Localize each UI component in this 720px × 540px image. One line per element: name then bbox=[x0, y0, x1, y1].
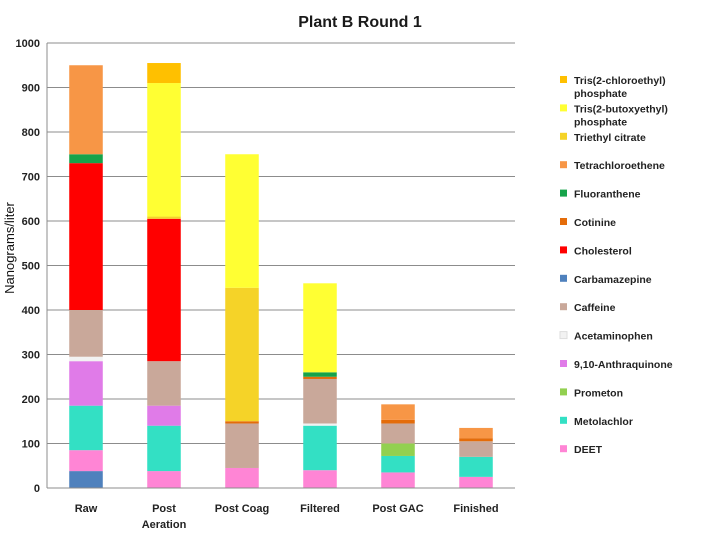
y-tick-label: 200 bbox=[22, 394, 40, 406]
bar-segment bbox=[381, 404, 415, 420]
legend-label: Prometon bbox=[574, 387, 623, 399]
legend-swatch bbox=[560, 104, 567, 112]
bar-segment bbox=[381, 472, 415, 488]
x-tick-labels: Raw Post Aeration Post Coag Filtered Post GAC… bbox=[75, 503, 499, 531]
axes bbox=[46, 43, 515, 489]
x-tick-label: Raw bbox=[75, 503, 98, 515]
legend-swatch bbox=[560, 274, 567, 282]
bar-segment bbox=[459, 476, 493, 488]
legend-swatch bbox=[560, 388, 567, 396]
bar-segment bbox=[69, 405, 103, 451]
legend-label: Triethyl citrate bbox=[574, 132, 646, 144]
legend-label: Acetaminophen bbox=[574, 331, 653, 343]
legend-swatch bbox=[560, 189, 567, 197]
legend-label: Fluoranthene bbox=[574, 189, 641, 201]
legend-swatch bbox=[560, 76, 567, 83]
legend-swatch bbox=[560, 218, 567, 225]
legend-label: Caffeine bbox=[574, 302, 616, 314]
bar-segment bbox=[147, 425, 181, 472]
bar-segment bbox=[147, 218, 181, 362]
bar-segment bbox=[303, 283, 337, 373]
bar-segment bbox=[303, 423, 337, 426]
bar-segment bbox=[225, 287, 259, 422]
legend-swatch bbox=[560, 360, 567, 367]
bar-segment bbox=[69, 154, 103, 164]
legend-swatch bbox=[560, 445, 567, 453]
bar-segment bbox=[69, 65, 103, 155]
chart-title: Plant B Round 1 bbox=[298, 14, 422, 31]
bar-segment bbox=[459, 427, 493, 439]
legend-label: Tris(2-butoxyethyl) bbox=[574, 103, 668, 115]
y-tick-label: 600 bbox=[22, 216, 40, 228]
x-tick-label: Post GAC bbox=[372, 503, 423, 515]
bar-segment bbox=[459, 456, 493, 477]
y-tick-label: 800 bbox=[22, 127, 40, 139]
bar-segment bbox=[303, 372, 337, 377]
legend-label: 9,10-Anthraquinone bbox=[574, 359, 673, 371]
bar-segment bbox=[381, 443, 415, 456]
y-tick-label: 700 bbox=[22, 172, 40, 184]
legend: Tris(2-chloroethyl)phosphateTris(2-butox… bbox=[559, 75, 673, 456]
y-tick-label: 0 bbox=[34, 483, 40, 495]
y-tick-label: 400 bbox=[22, 305, 40, 317]
y-tick-label: 500 bbox=[22, 261, 40, 273]
legend-label: phosphate bbox=[574, 116, 627, 128]
bar-segment bbox=[381, 419, 415, 424]
gridlines bbox=[47, 42, 515, 444]
y-tick-label: 100 bbox=[22, 439, 40, 451]
y-tick-labels: 0 100 200 300 400 500 600 700 800 900 1000 bbox=[16, 38, 40, 495]
legend-label: DEET bbox=[574, 444, 603, 456]
bar-segment bbox=[303, 425, 337, 471]
legend-swatch bbox=[560, 132, 567, 140]
y-tick-label: 300 bbox=[22, 350, 40, 362]
bars bbox=[69, 63, 493, 488]
bar-segment bbox=[147, 83, 181, 217]
legend-label: Carbamazepine bbox=[574, 274, 652, 286]
legend-label: Cotinine bbox=[574, 217, 616, 229]
bar-segment bbox=[303, 470, 337, 488]
bar-segment bbox=[225, 154, 259, 288]
bar-segment bbox=[381, 455, 415, 473]
legend-label: Cholesterol bbox=[574, 245, 632, 257]
x-tick-label: Aeration bbox=[142, 519, 187, 531]
y-axis-label: Nanograms/liter bbox=[2, 201, 17, 293]
x-tick-label: Post Coag bbox=[215, 503, 269, 515]
legend-swatch bbox=[560, 161, 567, 169]
bar-segment bbox=[147, 216, 181, 219]
x-tick-label: Finished bbox=[453, 503, 498, 515]
y-tick-label: 1000 bbox=[16, 38, 40, 50]
legend-label: Metolachlor bbox=[574, 416, 633, 428]
bar-segment bbox=[459, 438, 493, 442]
bar-segment bbox=[225, 467, 259, 488]
bar-segment bbox=[69, 310, 103, 357]
bar-segment bbox=[69, 356, 103, 362]
bar-segment bbox=[69, 450, 103, 472]
bar-segment bbox=[147, 471, 181, 488]
y-tick-label: 900 bbox=[22, 83, 40, 95]
bar-segment bbox=[459, 441, 493, 457]
bar-segment bbox=[69, 471, 103, 488]
legend-swatch bbox=[559, 331, 568, 340]
bar-segment bbox=[147, 361, 181, 406]
legend-label: Tetrachloroethene bbox=[574, 160, 665, 172]
bar-segment bbox=[303, 378, 337, 424]
bar-segment bbox=[225, 421, 259, 424]
legend-swatch bbox=[560, 416, 567, 424]
bar-segment bbox=[147, 405, 181, 426]
bar-segment bbox=[69, 361, 103, 406]
legend-label: Tris(2-chloroethyl) bbox=[574, 75, 666, 87]
legend-swatch bbox=[560, 246, 567, 254]
bar-segment bbox=[147, 63, 181, 84]
bar-segment bbox=[381, 423, 415, 444]
x-tick-label: Post bbox=[152, 503, 176, 515]
legend-swatch bbox=[560, 303, 567, 311]
bar-segment bbox=[69, 163, 103, 310]
bar-segment bbox=[303, 376, 337, 379]
x-tick-label: Filtered bbox=[300, 503, 340, 515]
bar-segment bbox=[225, 423, 259, 468]
legend-label: phosphate bbox=[574, 88, 627, 100]
